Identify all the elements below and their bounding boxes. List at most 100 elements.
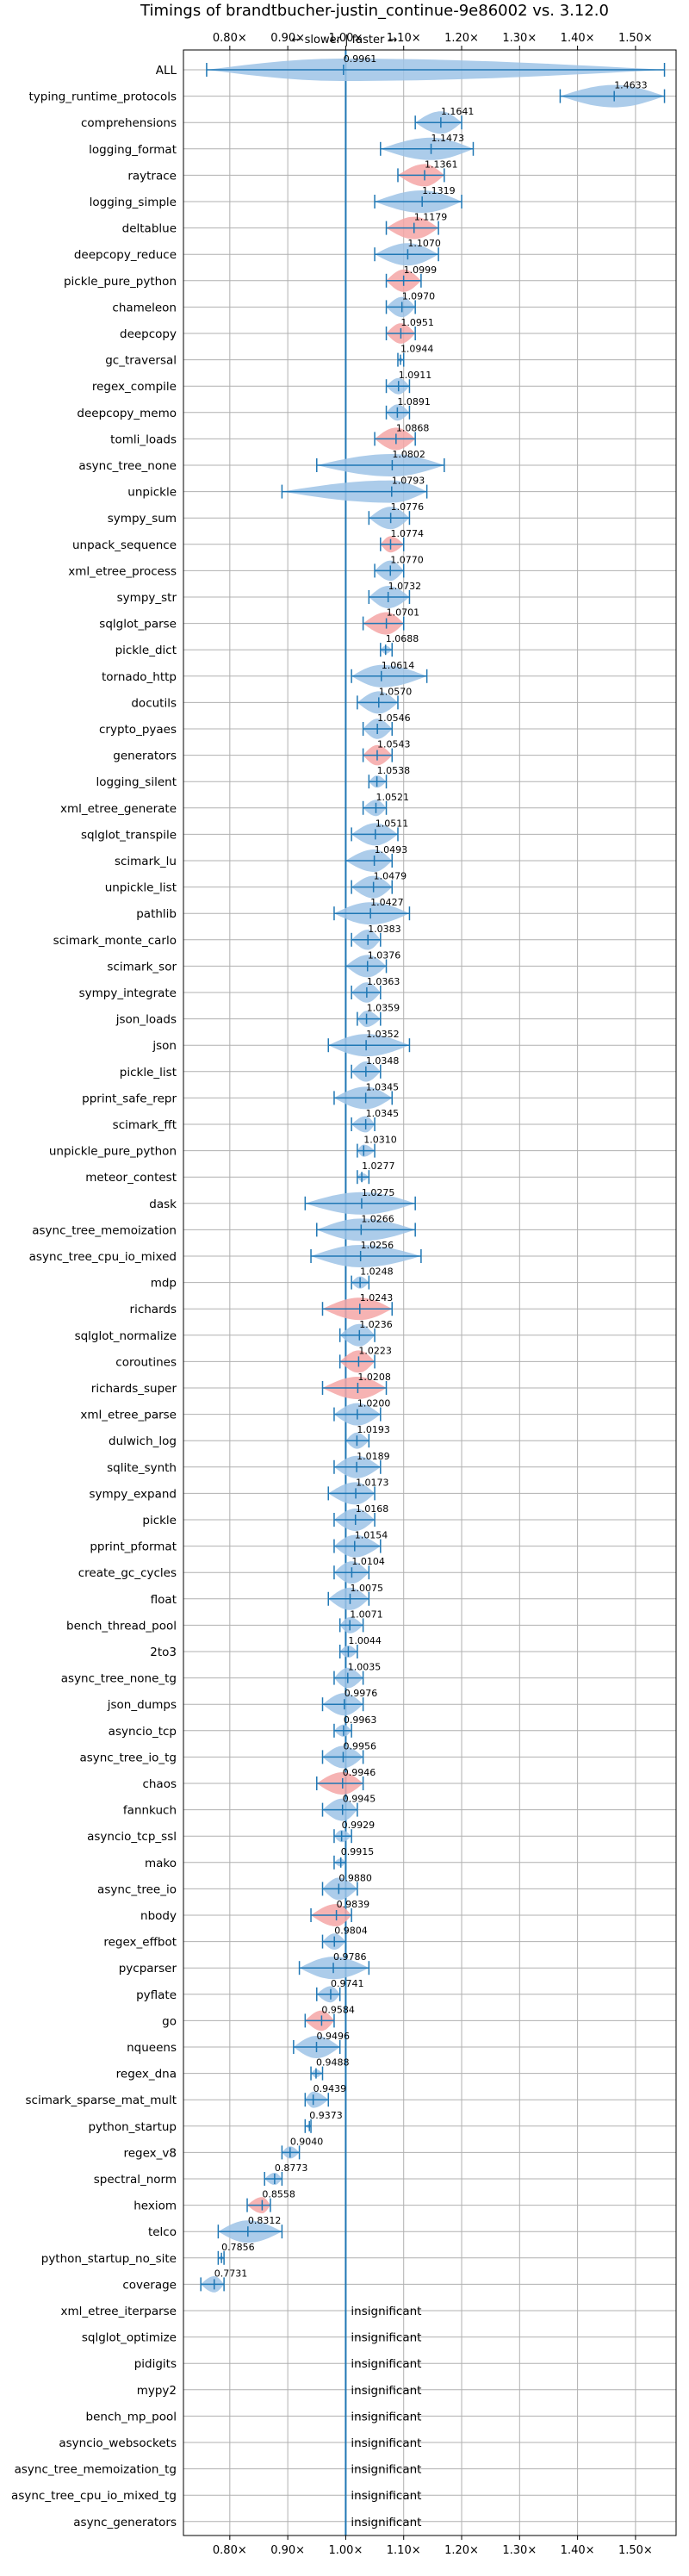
value-label: 0.9880 <box>338 1872 372 1883</box>
category-label: scimark_fft <box>113 1118 177 1132</box>
category-label: xml_etree_parse <box>80 1409 177 1422</box>
category-label: crypto_pyaes <box>99 723 177 737</box>
category-label: sympy_expand <box>89 1487 177 1501</box>
value-label: 0.9929 <box>342 1820 376 1831</box>
value-label: 0.8558 <box>262 2189 295 2200</box>
value-label: 0.9741 <box>331 1978 364 1989</box>
value-label: 0.9961 <box>344 53 377 65</box>
value-label: 1.0944 <box>400 344 434 355</box>
value-label: 1.0256 <box>361 1240 394 1251</box>
tick-label-bottom: 1.20× <box>444 2544 479 2557</box>
insignificant-label: insignificant <box>351 2436 421 2450</box>
value-label: 0.9839 <box>337 1899 370 1910</box>
category-label: nqueens <box>127 2041 177 2055</box>
category-label: asyncio_websockets <box>59 2436 177 2450</box>
value-label: 0.8773 <box>275 2162 308 2174</box>
category-label: telco <box>148 2225 177 2239</box>
value-label: 0.9584 <box>321 2004 355 2015</box>
value-label: 0.8312 <box>248 2215 282 2226</box>
category-label: regex_effbot <box>103 1936 177 1950</box>
category-label: logging_simple <box>90 196 177 209</box>
category-label: sympy_str <box>117 591 177 605</box>
tick-label-top: 1.20× <box>444 32 479 45</box>
category-label: async_tree_memoization_tg <box>15 2463 177 2477</box>
value-label: 1.0570 <box>379 686 413 697</box>
category-label: deepcopy_memo <box>77 407 177 420</box>
category-label: typing_runtime_protocols <box>29 90 177 104</box>
value-label: 0.9976 <box>344 1688 378 1699</box>
category-label: ALL <box>156 64 177 78</box>
value-label: 0.9945 <box>343 1794 376 1805</box>
category-label: xml_etree_generate <box>60 802 177 816</box>
category-label: regex_dna <box>116 2068 177 2081</box>
category-label: pickle_list <box>120 1066 177 1080</box>
category-label: generators <box>113 750 177 763</box>
value-label: 0.9786 <box>333 1951 367 1963</box>
tick-label-top: 1.50× <box>618 32 653 45</box>
value-label: 0.9804 <box>334 1926 368 1937</box>
category-label: asyncio_tcp_ssl <box>87 1830 177 1844</box>
category-label: coroutines <box>115 1355 177 1369</box>
value-label: 1.4633 <box>614 80 648 91</box>
category-label: deepcopy_reduce <box>74 248 177 262</box>
category-label: async_tree_io_tg <box>79 1751 177 1764</box>
category-label: scimark_lu <box>115 855 177 868</box>
category-label: logging_silent <box>96 775 177 789</box>
category-label: python_startup <box>88 2120 177 2134</box>
category-label: unpickle_list <box>105 881 177 895</box>
chart-title: Timings of brandtbucher-justin_continue-… <box>140 2 609 20</box>
category-label: async_tree_cpu_io_mixed_tg <box>11 2489 177 2503</box>
value-label: 1.0200 <box>357 1398 391 1409</box>
value-label: 1.0236 <box>359 1319 393 1330</box>
value-label: 1.0359 <box>367 1003 400 1014</box>
category-label: bench_thread_pool <box>66 1619 177 1633</box>
category-label: unpickle_pure_python <box>49 1145 177 1159</box>
category-label: comprehensions <box>81 116 177 130</box>
category-label: go <box>162 2014 177 2028</box>
value-label: 1.1319 <box>422 185 455 196</box>
plot-frame <box>183 49 677 2536</box>
category-label: 2to3 <box>150 1646 177 1659</box>
value-label: 1.0732 <box>388 581 422 592</box>
category-label: regex_v8 <box>123 2146 177 2160</box>
category-label: fannkuch <box>123 1804 177 1818</box>
category-label: pathlib <box>136 907 177 921</box>
tick-label-top: 1.40× <box>561 32 595 45</box>
category-label: tomli_loads <box>110 432 177 446</box>
value-label: 1.0383 <box>368 924 401 935</box>
category-label: scimark_sparse_mat_mult <box>26 2094 177 2107</box>
insignificant-label: insignificant <box>351 2410 421 2424</box>
value-label: 1.0802 <box>392 449 425 460</box>
value-label: 1.0345 <box>366 1108 400 1119</box>
category-label: async_tree_cpu_io_mixed <box>29 1250 177 1264</box>
category-label: dulwich_log <box>109 1434 177 1448</box>
value-label: 0.9946 <box>343 1767 376 1778</box>
value-label: 0.9963 <box>344 1714 377 1726</box>
category-label: coverage <box>122 2278 177 2292</box>
value-label: 0.9488 <box>316 2057 350 2069</box>
value-label: 1.1361 <box>425 159 458 170</box>
value-label: 1.0035 <box>348 1662 382 1673</box>
category-label: chameleon <box>112 301 177 314</box>
category-label: create_gc_cycles <box>78 1566 177 1580</box>
value-label: 1.0688 <box>386 633 419 644</box>
insignificant-label: insignificant <box>351 2384 421 2398</box>
category-label: async_tree_none_tg <box>61 1672 177 1686</box>
tick-label-top: 0.80× <box>213 32 247 45</box>
value-label: 1.0275 <box>362 1187 395 1198</box>
value-label: 1.0168 <box>356 1503 389 1515</box>
value-label: 1.0774 <box>391 528 425 539</box>
category-label: raytrace <box>127 169 177 183</box>
category-label: asyncio_tcp <box>109 1725 177 1739</box>
category-labels: ALL typing_runtime_protocols comprehension… <box>11 64 177 2529</box>
x-ticks: 0.80× 0.80× 0.90× 0.90× 1.00× 1.00× 1.10× 1.10×… <box>213 32 653 2557</box>
value-label: 0.9956 <box>343 1740 376 1752</box>
category-label: meteor_contest <box>85 1171 177 1185</box>
category-label: float <box>151 1593 177 1607</box>
category-label: tornado_http <box>102 670 177 684</box>
value-label: 1.0071 <box>350 1608 383 1620</box>
category-label: docutils <box>131 696 177 710</box>
category-label: sqlite_synth <box>107 1461 177 1475</box>
tick-label-bottom: 1.30× <box>502 2544 537 2557</box>
